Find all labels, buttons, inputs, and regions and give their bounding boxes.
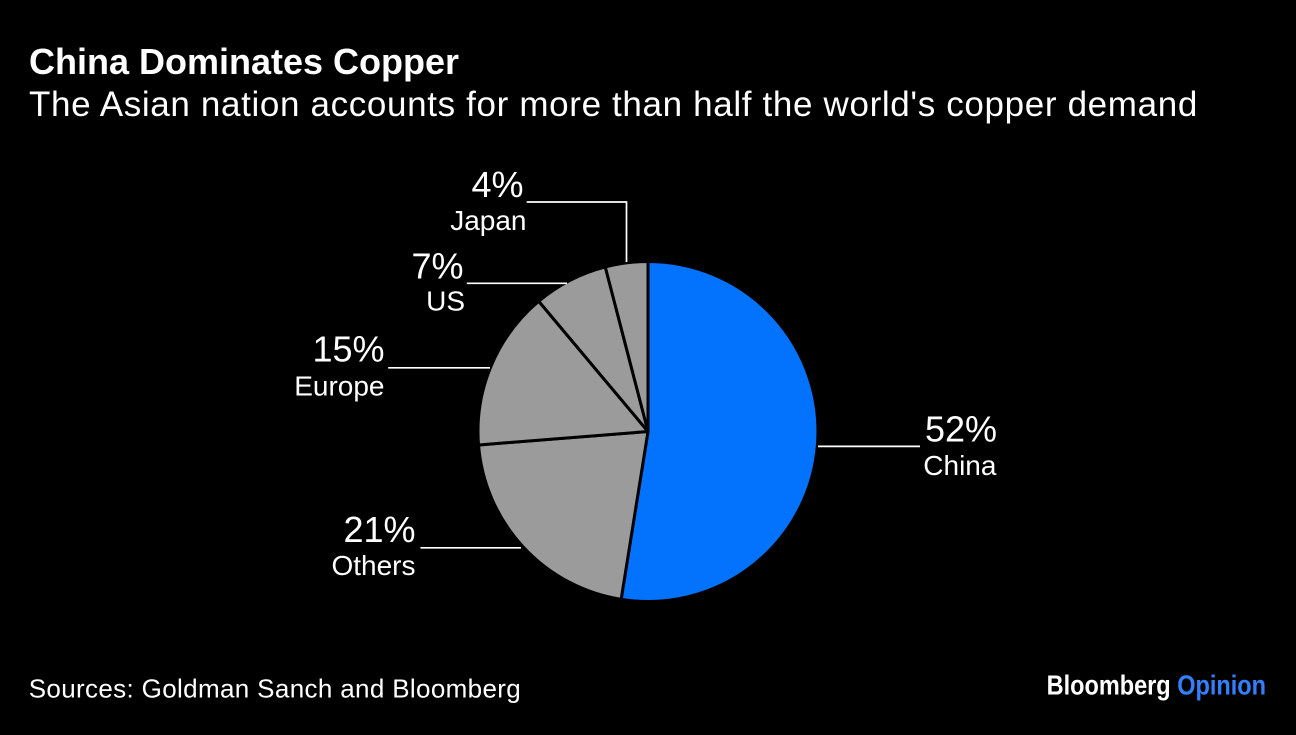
svg-text:7%: 7% bbox=[411, 245, 463, 286]
svg-text:21%: 21% bbox=[343, 509, 415, 550]
svg-text:15%: 15% bbox=[312, 329, 384, 370]
svg-text:China: China bbox=[923, 450, 997, 481]
svg-text:US: US bbox=[426, 286, 465, 317]
svg-text:4%: 4% bbox=[471, 164, 523, 205]
svg-text:Bloomberg Opinion: Bloomberg Opinion bbox=[1047, 671, 1266, 701]
svg-text:The Asian nation accounts for: The Asian nation accounts for more than … bbox=[29, 85, 1198, 124]
svg-text:Others: Others bbox=[331, 550, 415, 581]
svg-text:Sources: Goldman Sanch and Blo: Sources: Goldman Sanch and Bloomberg bbox=[29, 673, 521, 703]
svg-text:52%: 52% bbox=[925, 408, 997, 449]
svg-text:China Dominates Copper: China Dominates Copper bbox=[29, 41, 459, 82]
svg-text:Europe: Europe bbox=[294, 371, 384, 402]
svg-text:Japan: Japan bbox=[450, 205, 526, 236]
